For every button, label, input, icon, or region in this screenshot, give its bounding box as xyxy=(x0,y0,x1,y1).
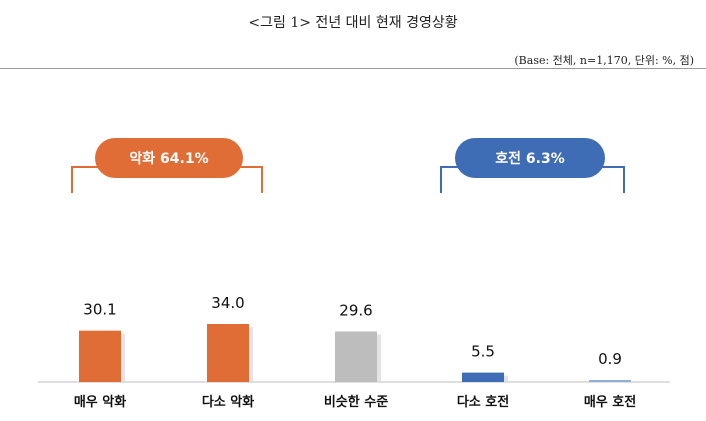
data-label-2: 34.0 xyxy=(211,294,244,312)
data-label-5: 0.9 xyxy=(598,350,622,368)
data-label-4: 5.5 xyxy=(471,343,495,361)
chart-title: <그림 1> 전년 대비 현재 경영상황 xyxy=(248,15,458,31)
group-pill-1 xyxy=(95,138,243,178)
bar-1 xyxy=(79,330,121,382)
data-label-3: 29.6 xyxy=(339,302,372,320)
bar-2 xyxy=(207,324,249,382)
group-label-2: 호전 6.3% xyxy=(495,150,564,167)
data-label-1: 30.1 xyxy=(83,301,116,319)
bar-3 xyxy=(335,331,377,382)
category-label-4: 다소 호전 xyxy=(457,394,509,410)
header-divider xyxy=(0,68,706,69)
category-label-5: 매우 호전 xyxy=(584,394,636,410)
category-label-2: 다소 악화 xyxy=(202,394,254,410)
group-pill-2 xyxy=(455,138,605,178)
bar-4 xyxy=(462,372,504,382)
bar-5 xyxy=(589,380,631,382)
base-note: (Base: 전체, n=1,170, 단위: %, 점) xyxy=(514,54,694,67)
group-label-1: 악화 64.1% xyxy=(129,150,208,167)
category-label-3: 비슷한 수준 xyxy=(324,394,388,410)
category-label-1: 매우 악화 xyxy=(74,394,126,410)
